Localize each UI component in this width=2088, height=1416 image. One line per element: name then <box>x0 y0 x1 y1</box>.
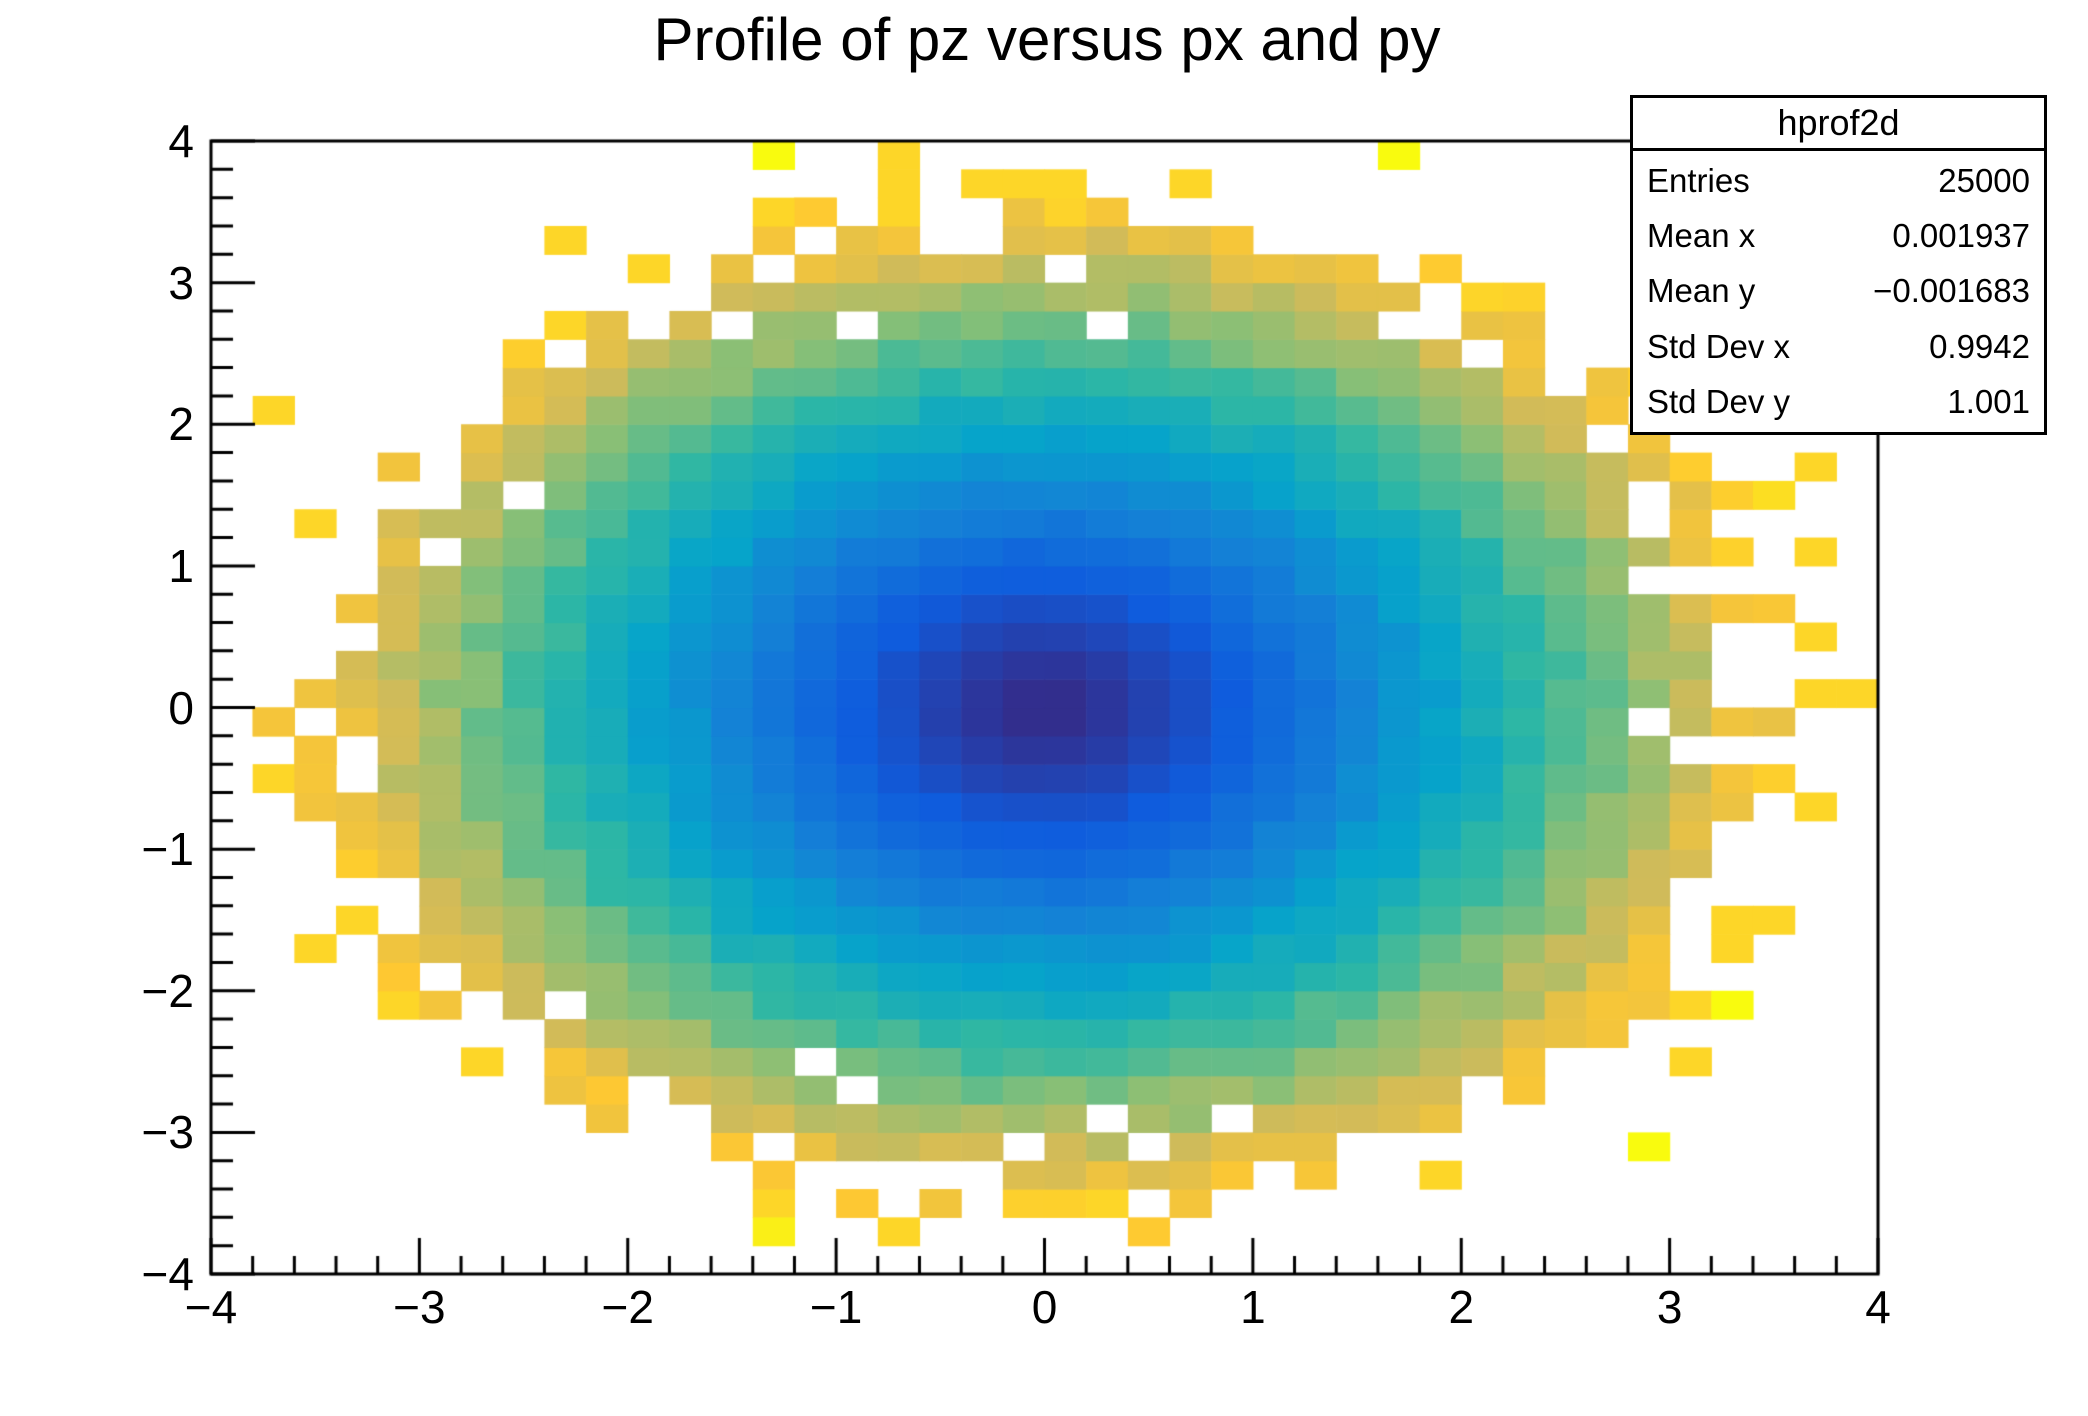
stats-value: −0.001683 <box>1873 272 2030 310</box>
stats-label: Mean y <box>1647 272 1756 310</box>
stats-value: 25000 <box>1938 161 2030 199</box>
x-tick-label: −2 <box>601 1281 654 1333</box>
stats-row-std-dev-y: Std Dev y 1.001 <box>1647 383 2030 421</box>
plot-title: Profile of pz versus px and py <box>653 6 1441 73</box>
stats-row-std-dev-x: Std Dev x 0.9942 <box>1647 328 2030 366</box>
stats-row-mean-y: Mean y −0.001683 <box>1647 272 2030 310</box>
stats-label: Std Dev y <box>1647 383 1791 421</box>
y-tick-label: −3 <box>141 1106 194 1159</box>
y-tick-label: 3 <box>168 256 194 309</box>
y-tick-label: 1 <box>168 539 194 592</box>
stats-box-rows: Entries 25000 Mean x 0.001937 Mean y −0.… <box>1633 151 2044 432</box>
x-tick-label: 2 <box>1448 1281 1475 1333</box>
y-tick-label: −4 <box>141 1248 194 1300</box>
y-tick-label: −2 <box>141 964 194 1017</box>
y-tick-label: 2 <box>168 398 194 451</box>
stats-value: 1.001 <box>1947 383 2030 421</box>
x-tick-label: −1 <box>809 1281 863 1333</box>
stats-box-title: hprof2d <box>1633 98 2044 151</box>
stats-label: Std Dev x <box>1647 327 1791 365</box>
stats-value: 0.001937 <box>1892 217 2030 255</box>
stats-label: Entries <box>1647 161 1750 199</box>
x-tick-label: −3 <box>393 1281 446 1333</box>
stats-value: 0.9942 <box>1929 327 2030 365</box>
stats-row-mean-x: Mean x 0.001937 <box>1647 217 2030 255</box>
x-tick-label: 0 <box>1031 1281 1058 1333</box>
y-tick-label: −1 <box>141 823 194 876</box>
x-tick-label: 3 <box>1656 1281 1683 1333</box>
x-tick-label: 1 <box>1240 1281 1266 1333</box>
stats-label: Mean x <box>1647 217 1756 255</box>
y-tick-label: 4 <box>168 115 194 167</box>
y-tick-label: 0 <box>168 681 194 734</box>
x-tick-label: −4 <box>184 1281 238 1333</box>
x-tick-label: 4 <box>1865 1281 1891 1333</box>
stats-box: hprof2d Entries 25000 Mean x 0.001937 Me… <box>1630 95 2047 435</box>
stats-row-entries: Entries 25000 <box>1647 162 2030 200</box>
